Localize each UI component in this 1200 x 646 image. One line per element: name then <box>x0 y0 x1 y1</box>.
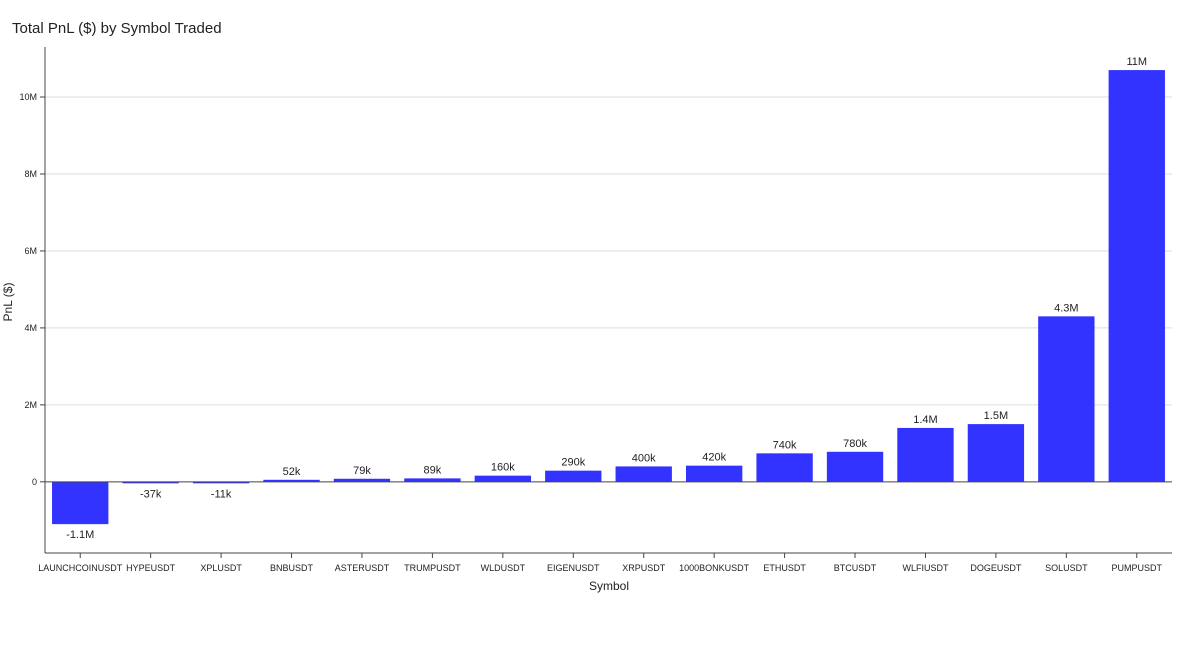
data-label: 52k <box>283 466 301 478</box>
bar <box>52 481 109 525</box>
y-tick-label: 10M <box>19 92 37 102</box>
bar <box>615 466 672 482</box>
bar <box>1038 316 1095 482</box>
x-tick-label: WLDUSDT <box>481 563 526 573</box>
x-tick-label: XRPUSDT <box>622 563 666 573</box>
y-tick-label: 2M <box>24 400 37 410</box>
y-tick-label: 4M <box>24 323 37 333</box>
bar <box>685 465 743 482</box>
x-tick-label: EIGENUSDT <box>547 563 600 573</box>
data-label: 290k <box>561 457 585 469</box>
bar <box>263 479 320 482</box>
bar <box>756 453 813 482</box>
x-tick-label: ASTERUSDT <box>335 563 390 573</box>
data-label: 11M <box>1126 56 1147 68</box>
data-label: -37k <box>140 488 162 500</box>
data-label: 420k <box>702 452 726 464</box>
bar <box>333 478 391 482</box>
data-label: -11k <box>211 488 232 500</box>
bar <box>1108 70 1165 482</box>
data-label: 400k <box>632 452 656 464</box>
axes-layer: 0 2M 4M 6M 8M 10M LAUNCHCOINUSDT HYPEUSDT XPLUSD… <box>19 47 1172 573</box>
bar <box>897 427 954 482</box>
data-label: 1.4M <box>913 414 937 426</box>
bar <box>474 475 532 482</box>
x-tick-label: XPLUSDT <box>200 563 242 573</box>
x-tick-label: TRUMPUSDT <box>404 563 461 573</box>
x-tick-label: PUMPUSDT <box>1112 563 1163 573</box>
x-tick-label: SOLUSDT <box>1045 563 1088 573</box>
x-tick-label: LAUNCHCOINUSDT <box>38 563 123 573</box>
y-axis-title: PnL ($) <box>1 283 15 322</box>
y-tick-label: 0 <box>32 477 37 487</box>
data-label: 79k <box>353 465 371 477</box>
y-tick-label: 6M <box>24 246 37 256</box>
data-label: 4.3M <box>1054 302 1078 314</box>
bar <box>967 424 1025 482</box>
bar <box>826 451 884 482</box>
bars-layer <box>52 70 1165 525</box>
data-label: 740k <box>773 439 797 451</box>
x-tick-label: 1000BONKUSDT <box>679 563 750 573</box>
x-tick-label: DOGEUSDT <box>970 563 1022 573</box>
bar <box>192 481 250 484</box>
x-tick-label: BNBUSDT <box>270 563 314 573</box>
data-label: -1.1M <box>66 529 94 541</box>
bar <box>545 470 602 482</box>
bar <box>122 481 179 484</box>
labels-layer: -1.1M -37k -11k 52k 79k 89k 160k 290k 400k 420k 74… <box>66 56 1147 541</box>
bar <box>404 478 461 482</box>
x-tick-label: ETHUSDT <box>763 563 806 573</box>
x-tick-label: HYPEUSDT <box>126 563 176 573</box>
x-tick-label: WLFIUSDT <box>902 563 949 573</box>
chart-title: Total PnL ($) by Symbol Traded <box>12 20 222 37</box>
grid-layer <box>45 96 1172 406</box>
data-label: 780k <box>843 438 867 450</box>
data-label: 1.5M <box>984 410 1008 422</box>
data-label: 160k <box>491 462 515 474</box>
x-tick-label: BTCUSDT <box>834 563 877 573</box>
data-label: 89k <box>424 464 442 476</box>
y-tick-label: 8M <box>24 169 37 179</box>
x-axis-title: Symbol <box>589 579 629 593</box>
